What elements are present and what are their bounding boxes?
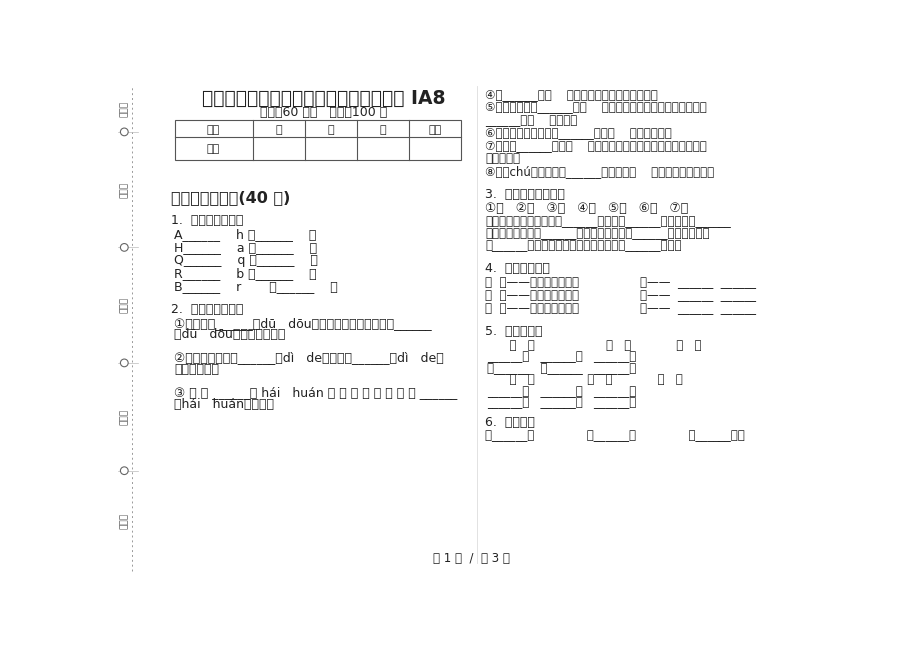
Text: 5.  选字组词。: 5. 选字组词。	[485, 325, 542, 338]
Text: Q______    q 翅______    膀: Q______ q 翅______ 膀	[174, 254, 317, 267]
Text: 题号: 题号	[207, 125, 220, 135]
Text: 一、积累与运用(40 分): 一、积累与运用(40 分)	[171, 190, 289, 205]
Text: 时间：60 分钟   满分：100 分: 时间：60 分钟 满分：100 分	[260, 107, 387, 120]
Text: ①夜晚的都______（dū   dōu）市，大大小小的街道都______: ①夜晚的都______（dū dōu）市，大大小小的街道都______	[174, 317, 431, 330]
Text: 考场：: 考场：	[119, 181, 129, 198]
Text: 考号：: 考号：	[119, 101, 129, 117]
Text: 例  鸟——（乌）（乌云）: 例 鸟——（乌）（乌云）	[485, 276, 579, 289]
Text: H______    a 检______    巾: H______ a 检______ 巾	[174, 241, 317, 254]
Text: ⑤放学了，小莉______（在    再）教室打扫卫生，同学们跟她说: ⑤放学了，小莉______（在 再）教室打扫卫生，同学们跟她说	[485, 101, 707, 114]
Text: 总分: 总分	[428, 125, 441, 135]
Text: 火   伙              各   个            飞   非: 火 伙 各 个 飞 非	[486, 373, 682, 386]
Text: 6.  填量词。: 6. 填量词。	[485, 415, 535, 428]
Text: 2.  选择正确的答案: 2. 选择正确的答案	[171, 303, 243, 316]
Text: （dū   dōu）亮起了灯光。: （dū dōu）亮起了灯光。	[174, 328, 285, 341]
Text: ______（在    再）见。: ______（在 再）见。	[485, 114, 577, 127]
Circle shape	[120, 128, 128, 136]
Text: 学校：: 学校：	[119, 513, 129, 529]
Text: ⑦科学家______（发明    发现）了许多高科技的产品，改变了人: ⑦科学家______（发明 发现）了许多高科技的产品，改变了人	[485, 140, 707, 153]
Text: ②农民正在开心地______（dì   de）采摘地______（dì   de）: ②农民正在开心地______（dì de）采摘地______（dì de）	[174, 352, 443, 365]
Text: 得分: 得分	[207, 144, 220, 154]
Text: 几______马儿在散步，森林中不时吹过一______凉风，: 几______马儿在散步，森林中不时吹过一______凉风，	[485, 239, 681, 252]
Text: ______乐   ______门   ______事: ______乐 ______门 ______事	[486, 350, 636, 363]
Text: 一______花              一______诗              一______叶子: 一______花 一______诗 一______叶子	[485, 430, 744, 443]
Text: 一年级下学期小学语文期末真题模拟试卷 IA8: 一年级下学期小学语文期末真题模拟试卷 IA8	[202, 89, 445, 108]
Text: 4.  汉字大变脸。: 4. 汉字大变脸。	[485, 263, 550, 276]
Text: 令——  ______  ______: 令—— ______ ______	[640, 276, 755, 289]
Text: （hái   huán）给我。: （hái huán）给我。	[174, 398, 274, 411]
Text: 一______   远______   ______代: 一______ 远______ ______代	[486, 362, 636, 375]
Text: ______伴   ______种   ______常: ______伴 ______种 ______常	[486, 396, 636, 410]
Bar	[175, 120, 461, 161]
Text: 口——  ______  ______: 口—— ______ ______	[640, 302, 755, 315]
Text: 1.  认一认，连一连: 1. 认一认，连一连	[171, 214, 243, 227]
Text: 二: 二	[327, 125, 334, 135]
Text: 姓名：: 姓名：	[119, 297, 129, 313]
Text: ④我______（己    己）经是一年级的小学生了。: ④我______（己 己）经是一年级的小学生了。	[485, 89, 657, 102]
Text: ⑥听到这个消息，小明______（经常    非常）开心。: ⑥听到这个消息，小明______（经常 非常）开心。	[485, 127, 672, 140]
Text: 里的萝卜呢。: 里的萝卜呢。	[174, 363, 219, 376]
Text: ⑧橱（chú）窗里摆着______（各种各样    许许多多）的商品。: ⑧橱（chú）窗里摆着______（各种各样 许许多多）的商品。	[485, 165, 714, 178]
Text: ③ 你 还 ______（ hái   huán ） 有 一 本 书 没 有 还 ______: ③ 你 还 ______（ hái huán ） 有 一 本 书 没 有 还 _…	[174, 386, 457, 399]
Text: 小树林里玩耍，几______小象在捉迷藏，几______小兔在赛跑，: 小树林里玩耍，几______小象在捉迷藏，几______小兔在赛跑，	[485, 227, 709, 240]
Text: A______    h 毛______    查: A______ h 毛______ 查	[174, 228, 316, 241]
Circle shape	[120, 359, 128, 367]
Text: 三: 三	[380, 125, 386, 135]
Text: 快   块                   进   近            古   故: 快 块 进 近 古 故	[486, 339, 701, 352]
Text: 班级：: 班级：	[119, 409, 129, 425]
Text: B______    r       思______    暖: B______ r 思______ 暖	[174, 281, 337, 294]
Text: R______    b 温______    乡: R______ b 温______ 乡	[174, 267, 316, 280]
Text: 例  口——（兄）（兄弟）: 例 口——（兄）（兄弟）	[485, 302, 579, 315]
Circle shape	[120, 467, 128, 474]
Text: 们的生活。: 们的生活。	[485, 152, 520, 165]
Text: 清晨，蓝蓝的天空飘着几______白云，一______小动物在一______: 清晨，蓝蓝的天空飘着几______白云，一______小动物在一______	[485, 214, 731, 227]
Text: 例  音——（意）（意思）: 例 音——（意）（意思）	[485, 289, 579, 302]
Text: 一: 一	[275, 125, 281, 135]
Text: 第 1 页  /  共 3 页: 第 1 页 / 共 3 页	[433, 552, 509, 565]
Circle shape	[120, 244, 128, 252]
Text: 亡——  ______  ______: 亡—— ______ ______	[640, 289, 755, 302]
Text: ______山   ______人   ______行: ______山 ______人 ______行	[486, 385, 636, 398]
Text: 3.  照例子，填量词。: 3. 照例子，填量词。	[485, 188, 564, 202]
Text: ①朵   ②片   ③阵   ④匹   ⑤头   ⑥只   ⑦群: ①朵 ②片 ③阵 ④匹 ⑤头 ⑥只 ⑦群	[485, 202, 688, 215]
